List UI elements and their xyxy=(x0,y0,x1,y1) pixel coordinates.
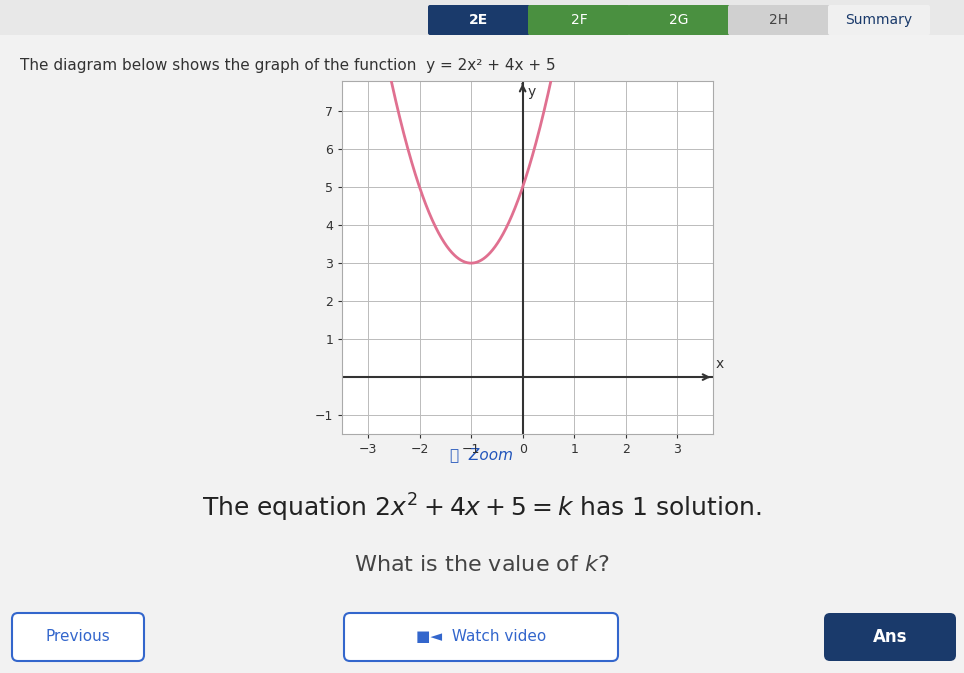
Text: What is the value of $k$?: What is the value of $k$? xyxy=(354,555,610,575)
Text: Previous: Previous xyxy=(45,629,110,645)
Text: y: y xyxy=(528,85,536,98)
FancyBboxPatch shape xyxy=(528,5,630,35)
Text: 2G: 2G xyxy=(669,13,688,27)
Text: 🔍  Zoom: 🔍 Zoom xyxy=(450,448,514,462)
FancyBboxPatch shape xyxy=(344,613,618,661)
FancyBboxPatch shape xyxy=(828,5,930,35)
Text: 2H: 2H xyxy=(769,13,789,27)
Text: 2F: 2F xyxy=(571,13,587,27)
FancyBboxPatch shape xyxy=(728,5,830,35)
Text: Ans: Ans xyxy=(872,628,907,646)
Text: 2E: 2E xyxy=(469,13,489,27)
Text: The diagram below shows the graph of the function  y = 2x² + 4x + 5: The diagram below shows the graph of the… xyxy=(20,58,555,73)
Text: The equation $2x^2 + 4x + 5 = k$ has 1 solution.: The equation $2x^2 + 4x + 5 = k$ has 1 s… xyxy=(202,492,762,524)
FancyBboxPatch shape xyxy=(0,35,964,673)
Text: Summary: Summary xyxy=(845,13,913,27)
Text: x: x xyxy=(716,357,724,371)
FancyBboxPatch shape xyxy=(428,5,530,35)
FancyBboxPatch shape xyxy=(824,613,956,661)
FancyBboxPatch shape xyxy=(628,5,730,35)
Text: ■◄  Watch video: ■◄ Watch video xyxy=(415,629,547,645)
FancyBboxPatch shape xyxy=(12,613,144,661)
